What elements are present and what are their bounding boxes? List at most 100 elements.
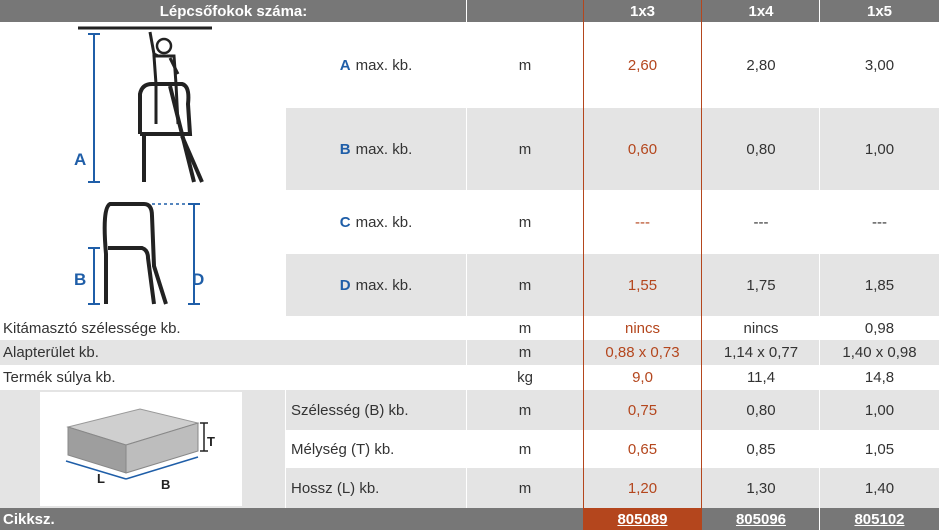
weight-1x4: 11,4 (702, 365, 820, 390)
pkg-depth-1x3: 0,65 (583, 430, 702, 468)
dim-label: max. kb. (355, 140, 413, 158)
dim-letter: B (339, 140, 351, 158)
value: 1,30 (746, 479, 776, 497)
value: 1,75 (746, 276, 776, 294)
article-link-1x5[interactable]: 805102 (820, 508, 939, 530)
value: 0,60 (627, 140, 658, 158)
package-label-l: L (97, 471, 105, 486)
unit: m (518, 140, 532, 158)
header-col-label: 1x5 (866, 2, 893, 20)
dim-label: max. kb. (355, 276, 413, 294)
dim-label: max. kb. (355, 56, 413, 74)
pkg-width-1x5: 1,00 (820, 390, 939, 430)
value: 1,14 x 0,77 (723, 344, 799, 361)
value: 14,8 (864, 369, 895, 386)
value: 0,65 (627, 440, 658, 458)
value: 1,85 (864, 276, 895, 294)
value: 2,60 (627, 56, 658, 74)
pkg-width-1x3: 0,75 (583, 390, 702, 430)
value: 1,40 (864, 479, 895, 497)
article-code[interactable]: 805102 (854, 510, 905, 528)
value: 0,80 (746, 140, 776, 158)
pkg-width-1x4: 0,80 (702, 390, 820, 430)
article-link-1x3[interactable]: 805089 (583, 508, 702, 530)
highlight-column-right-border (701, 0, 702, 530)
header-title: Lépcsőfokok száma: (159, 2, 308, 20)
dim-unit-d: m (467, 254, 583, 316)
row-label: Hossz (L) kb. (291, 479, 380, 497)
footer-label: Cikksz. (3, 510, 55, 528)
highlight-column-left-border (583, 0, 584, 530)
general-unit-footprint: m (467, 340, 583, 365)
value: 0,75 (627, 401, 658, 419)
header-col-1x5: 1x5 (820, 0, 939, 22)
pkg-unit-length: m (467, 468, 583, 508)
dim-b-1x4: 0,80 (702, 108, 820, 190)
dimension-label-a: A (74, 150, 87, 169)
article-code[interactable]: 805096 (735, 510, 787, 528)
article-code[interactable]: 805089 (617, 510, 668, 528)
unit: m (518, 213, 532, 231)
weight-1x5: 14,8 (820, 365, 939, 390)
package-label-b: B (161, 477, 171, 492)
value: 0,85 (746, 440, 776, 458)
dim-d-1x5: 1,85 (820, 254, 939, 316)
dim-a-1x4: 2,80 (702, 22, 820, 108)
value: 0,88 x 0,73 (605, 344, 680, 361)
weight-1x3: 9,0 (583, 365, 702, 390)
footprint-1x4: 1,14 x 0,77 (702, 340, 820, 365)
support-1x3: nincs (583, 316, 702, 340)
general-unit-weight: kg (467, 365, 583, 390)
footprint-1x5: 1,40 x 0,98 (820, 340, 939, 365)
pkg-label-width: Szélesség (B) kb. (285, 390, 467, 430)
dim-unit-a: m (467, 22, 583, 108)
general-label-footprint: Alapterület kb. (0, 340, 467, 365)
footprint-1x3: 0,88 x 0,73 (583, 340, 702, 365)
value: 0,98 (864, 319, 895, 337)
value: 1,05 (864, 440, 895, 458)
value: 1,55 (627, 276, 658, 294)
unit: m (518, 344, 532, 361)
value: --- (872, 213, 887, 231)
grid-line (285, 22, 286, 316)
unit: m (518, 56, 532, 74)
dim-unit-b: m (467, 108, 583, 190)
value: 1,40 x 0,98 (842, 344, 917, 361)
dim-b-1x3: 0,60 (583, 108, 702, 190)
ladder-side-icon (88, 202, 200, 305)
dim-c-1x5: --- (820, 190, 939, 254)
general-label-weight: Termék súlya kb. (0, 365, 467, 390)
pkg-length-1x5: 1,40 (820, 468, 939, 508)
row-label: Kitámasztó szélessége kb. (3, 319, 181, 337)
value: 0,80 (746, 401, 776, 419)
dim-d-1x3: 1,55 (583, 254, 702, 316)
dim-label: max. kb. (355, 213, 413, 231)
unit: m (518, 479, 532, 497)
unit: kg (517, 369, 533, 386)
header-title-cell: Lépcsőfokok száma: (0, 0, 467, 22)
unit: m (518, 319, 532, 337)
dim-b-1x5: 1,00 (820, 108, 939, 190)
article-link-1x4[interactable]: 805096 (702, 508, 820, 530)
value: 1,00 (864, 140, 895, 158)
header-col-1x4: 1x4 (702, 0, 820, 22)
dim-unit-c: m (467, 190, 583, 254)
header-col-label: 1x4 (748, 2, 774, 20)
dim-letter: C (339, 213, 351, 231)
row-label: Mélység (T) kb. (291, 440, 395, 458)
package-box-icon (65, 408, 208, 480)
unit: m (518, 401, 532, 419)
value: nincs (624, 319, 661, 337)
value: nincs (743, 319, 779, 337)
value: 2,80 (746, 56, 776, 74)
grid-line (285, 390, 286, 508)
pkg-length-1x4: 1,30 (702, 468, 820, 508)
grid-line (819, 0, 820, 530)
grid-line (466, 0, 467, 508)
pkg-length-1x3: 1,20 (583, 468, 702, 508)
dim-a-1x5: 3,00 (820, 22, 939, 108)
